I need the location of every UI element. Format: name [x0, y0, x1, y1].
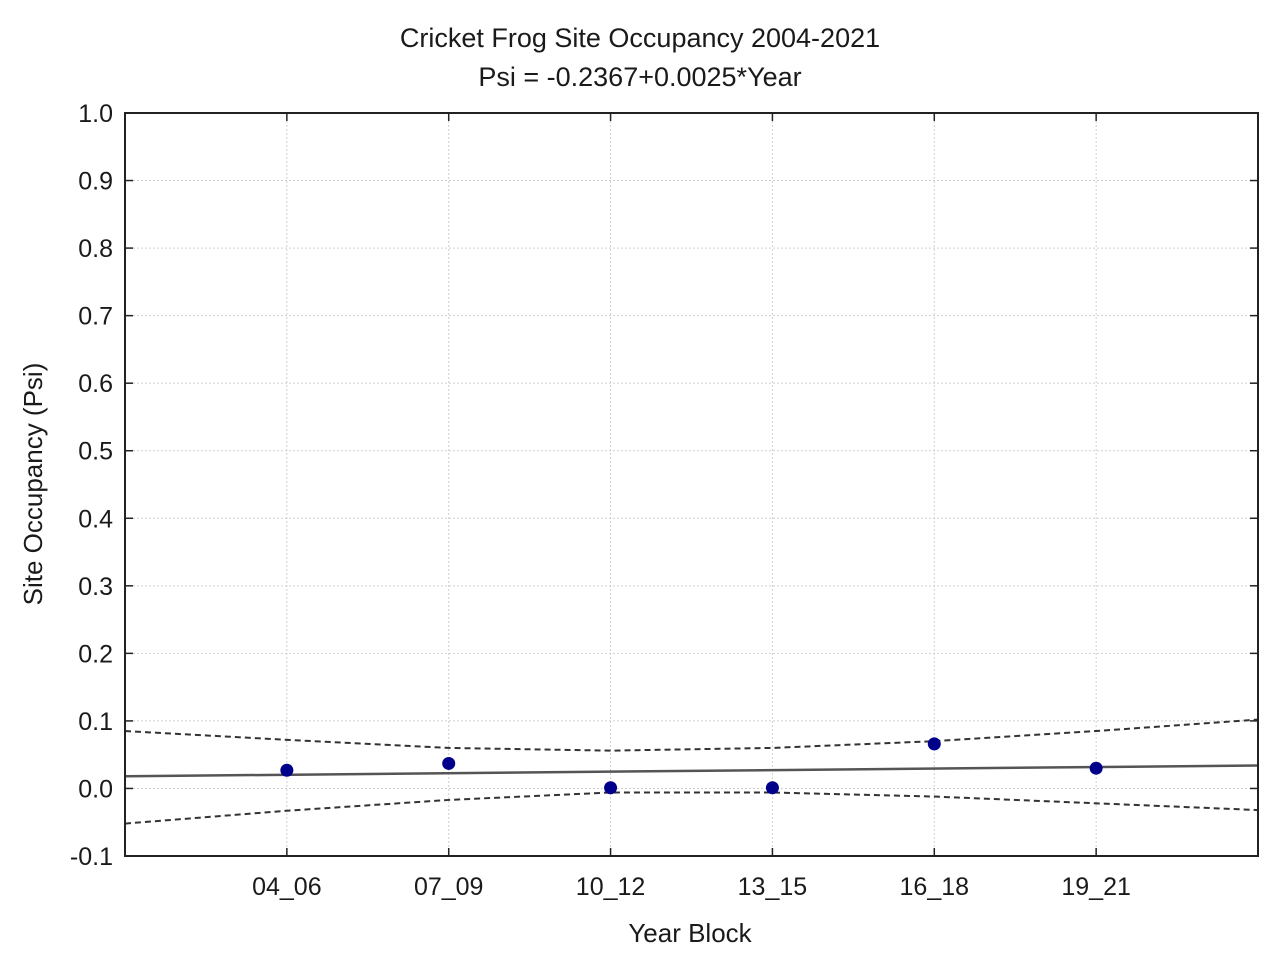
y-tick-label: 1.0: [78, 100, 113, 128]
plot-frame: [124, 112, 1259, 857]
y-tick-label: 0.2: [78, 640, 113, 668]
x-tick-label: 07_09: [414, 873, 484, 901]
confidence-band: [124, 718, 1259, 825]
y-tick-label: 0.6: [78, 370, 113, 398]
y-tick-label: 0.0: [78, 775, 113, 803]
data-points: [280, 737, 1103, 795]
y-tick-label: -0.1: [70, 843, 113, 871]
data-point: [604, 781, 618, 795]
x-axis-label: Year Block: [628, 918, 752, 948]
y-axis-label: Site Occupancy (Psi): [18, 363, 48, 606]
grid-lines: [125, 112, 1258, 857]
y-tick-label: 0.1: [78, 708, 113, 736]
data-point: [765, 781, 779, 795]
y-tick-label: 0.7: [78, 303, 113, 331]
y-tick-label: 0.9: [78, 168, 113, 196]
y-tick-label: 0.5: [78, 438, 113, 466]
data-point: [442, 756, 456, 770]
x-tick-label: 16_18: [900, 873, 970, 901]
x-tick-label: 10_12: [576, 873, 646, 901]
y-tick-label: 0.3: [78, 573, 113, 601]
confidence-band-upper: [124, 718, 1259, 752]
fit-line-group: [124, 764, 1259, 778]
confidence-band-lower: [124, 791, 1259, 825]
chart-title: Cricket Frog Site Occupancy 2004-2021: [400, 23, 880, 53]
data-point: [927, 737, 941, 751]
x-tick-label: 04_06: [252, 873, 322, 901]
fit-line: [124, 764, 1259, 778]
x-tick-label: 13_15: [738, 873, 808, 901]
y-tick-label: 0.4: [78, 505, 113, 533]
chart-subtitle: Psi = -0.2367+0.0025*Year: [478, 62, 801, 92]
y-tick-label: 0.8: [78, 235, 113, 263]
data-point: [1089, 761, 1103, 775]
x-tick-label: 19_21: [1061, 873, 1131, 901]
axis-ticks: -0.1 0.0 0.1 0.2 0.3 0.4 0.5 0.6 0.7 0.8 0.9 1.0 04_…: [70, 100, 1258, 901]
data-point: [280, 763, 294, 777]
